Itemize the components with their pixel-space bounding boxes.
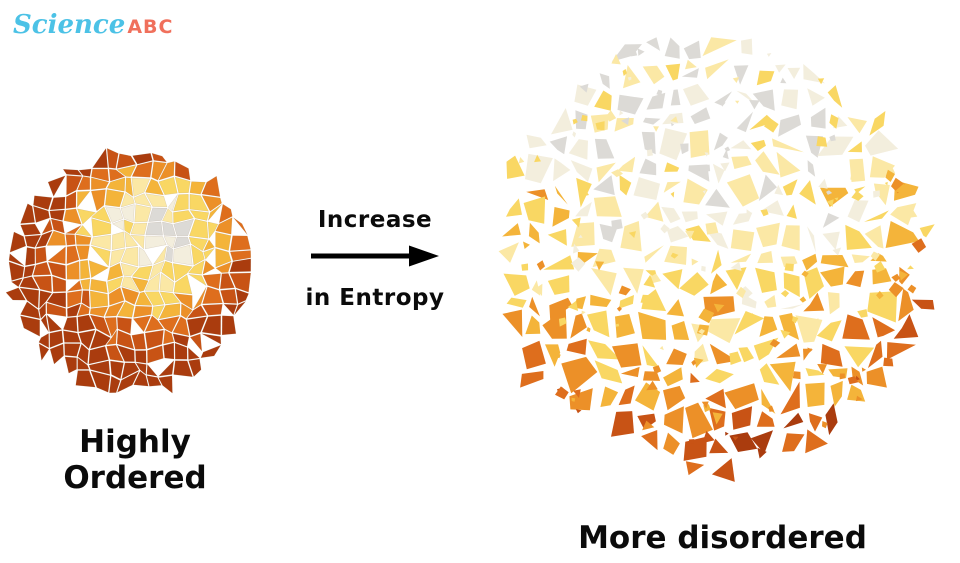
entropy-arrow-group: Increase in Entropy bbox=[290, 207, 460, 311]
right-caption: More disordered bbox=[578, 520, 867, 556]
arrow-label-bottom: in Entropy bbox=[305, 285, 445, 311]
ordered-sphere-illustration bbox=[5, 147, 252, 394]
disordered-sphere-illustration bbox=[498, 37, 935, 482]
left-caption-line2: Ordered bbox=[63, 460, 207, 497]
arrow-head bbox=[409, 245, 439, 267]
logo-abc-text: ABC bbox=[127, 16, 174, 38]
arrow-label-top: Increase bbox=[317, 207, 433, 233]
left-caption: Highly Ordered bbox=[10, 424, 260, 497]
science-abc-logo: Science ABC bbox=[13, 10, 173, 40]
left-caption-line1: Highly bbox=[79, 424, 191, 460]
logo-science-text: Science bbox=[13, 10, 126, 40]
right-arrow-icon bbox=[311, 245, 439, 267]
